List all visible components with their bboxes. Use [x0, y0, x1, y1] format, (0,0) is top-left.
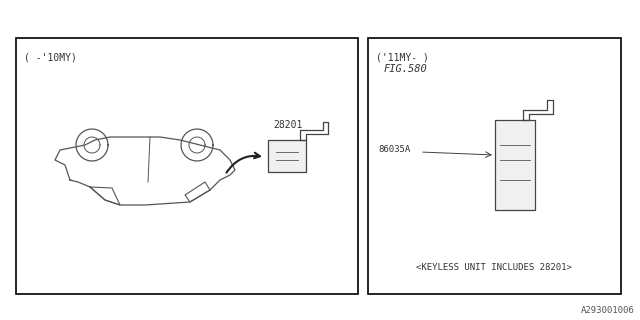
- Text: FIG.580: FIG.580: [384, 64, 428, 74]
- Bar: [495, 120, 535, 210]
- Text: ( -'10MY): ( -'10MY): [24, 52, 77, 62]
- Bar: [268, 140, 306, 172]
- Bar: [368, 38, 621, 294]
- Text: ('11MY- ): ('11MY- ): [376, 52, 429, 62]
- Text: 86035A: 86035A: [378, 145, 410, 154]
- Bar: [16, 38, 358, 294]
- Text: <KEYLESS UNIT INCLUDES 28201>: <KEYLESS UNIT INCLUDES 28201>: [417, 263, 572, 272]
- Text: 28201: 28201: [273, 120, 302, 130]
- Text: A293001006: A293001006: [581, 306, 635, 315]
